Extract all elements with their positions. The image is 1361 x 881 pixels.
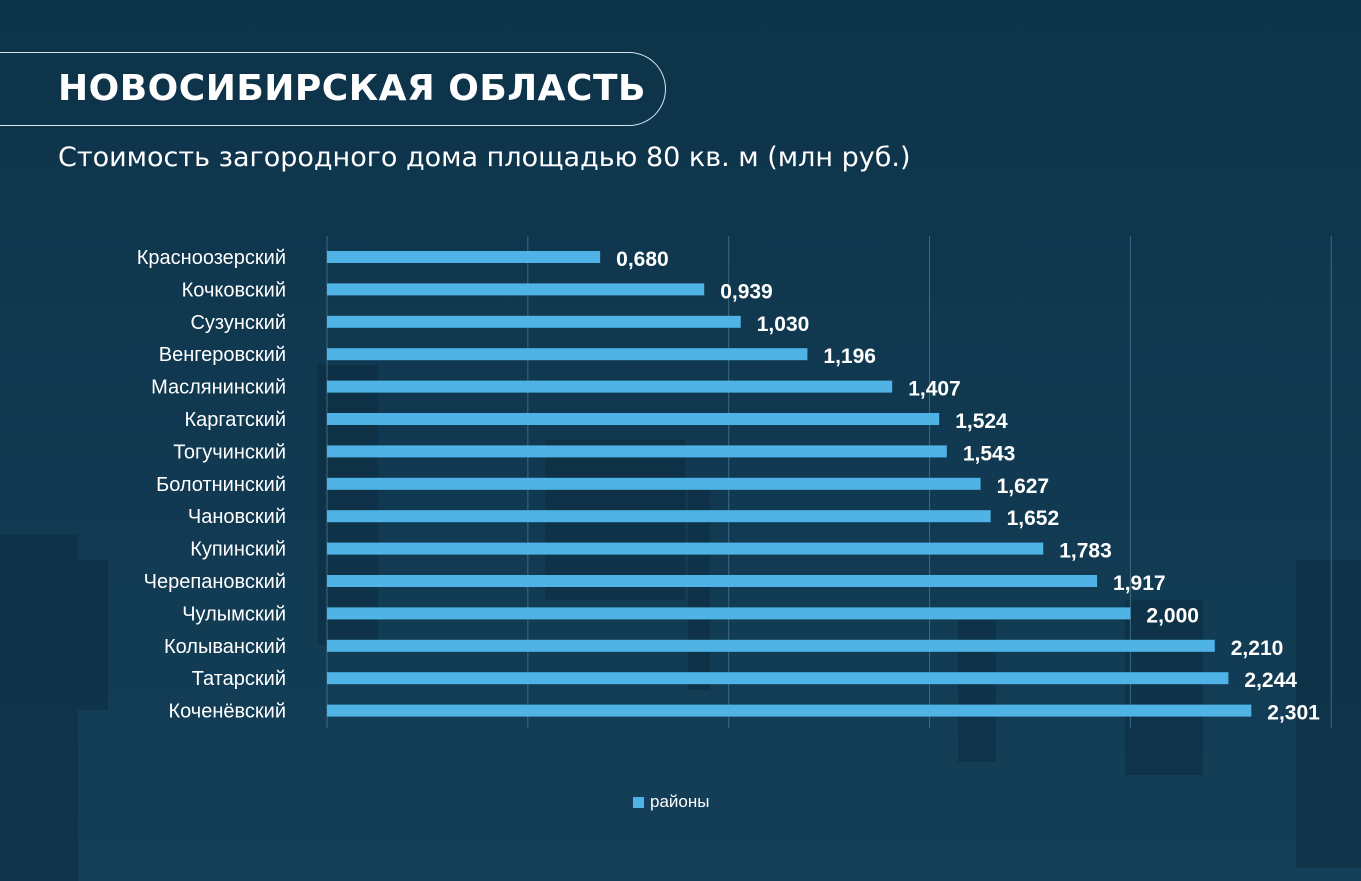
data-label: 1,196 [823,345,876,368]
data-label: 0,939 [720,280,773,303]
category-label: Чулымский [182,603,286,625]
data-label: 1,917 [1113,572,1166,595]
category-label: Татарский [192,668,286,690]
data-label: 2,000 [1146,604,1199,627]
data-label: 1,407 [908,378,961,401]
legend-swatch [633,796,644,808]
category-label: Каргатский [185,409,286,431]
data-label: 0,680 [616,248,669,271]
category-label: Сузунский [190,312,286,334]
data-label: 2,244 [1244,669,1297,692]
bar [327,510,991,523]
category-label: Колыванский [164,636,286,658]
bar [327,639,1215,652]
bar [327,283,705,296]
title-frame [0,52,666,126]
bar [327,315,741,328]
data-label: 1,627 [997,475,1050,498]
bar [327,251,601,263]
page-title: НОВОСИБИРСКАЯ ОБЛАСТЬ [58,68,646,109]
chart-legend: районы [633,792,709,812]
category-label: Черепановский [144,571,286,593]
background-decoration [78,560,108,710]
data-label: 1,030 [757,313,810,336]
category-label: Купинский [190,539,286,561]
bar [327,477,981,490]
bar [327,672,1229,685]
bar [327,607,1131,620]
background-decoration [1296,560,1361,868]
data-label: 1,652 [1007,507,1060,530]
bar [327,445,947,458]
category-label: Венгеровский [159,344,286,366]
background-decoration [0,535,78,881]
data-label: 1,524 [955,410,1008,433]
category-label: Коченёвский [168,701,286,723]
bar [327,348,808,361]
data-label: 2,301 [1267,702,1320,725]
chart-subtitle: Стоимость загородного дома площадью 80 к… [58,142,911,173]
legend-label: районы [650,792,710,811]
category-label: Болотнинский [156,474,286,496]
bar [327,575,1098,587]
background-decoration [318,365,378,645]
category-label: Тогучинский [173,441,286,463]
bar [327,704,1252,717]
bar [327,413,940,425]
data-label: 1,543 [963,442,1016,465]
category-label: Красноозерский [137,247,286,269]
background-decoration [1125,600,1203,775]
bar [327,380,893,393]
category-label: Маслянинский [151,377,286,399]
data-label: 2,210 [1231,637,1284,660]
data-label: 1,783 [1059,540,1112,563]
category-label: Чановский [188,506,286,528]
bar [327,542,1044,555]
category-label: Кочковский [182,279,286,301]
